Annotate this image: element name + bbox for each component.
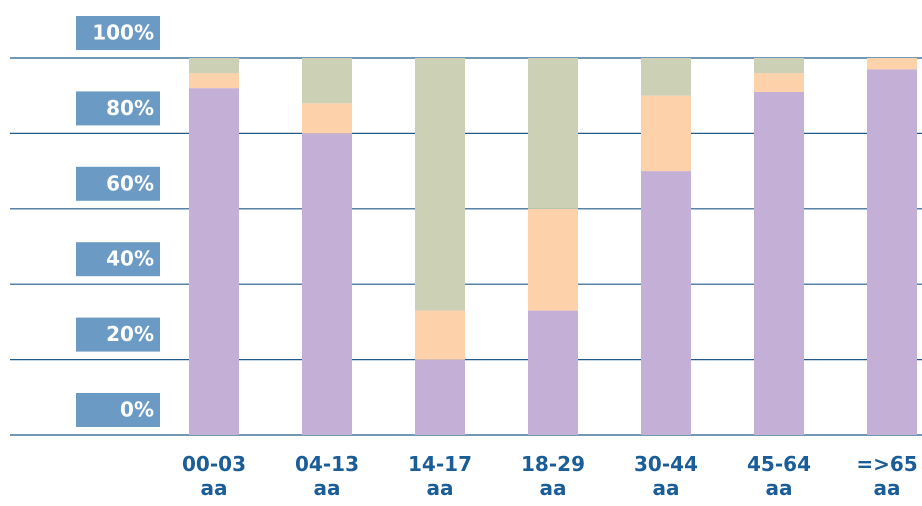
bar-segment <box>528 58 578 209</box>
bar-segment <box>641 95 691 172</box>
bar-segment <box>189 58 239 74</box>
x-tick-label: 45-64 aa <box>747 452 811 500</box>
x-tick-label: 04-13 aa <box>295 452 359 500</box>
bar-segment <box>754 73 804 92</box>
bar-segment <box>528 310 578 435</box>
y-tick-box <box>76 393 160 427</box>
bar-segment <box>754 58 804 74</box>
y-tick-label: 0% <box>120 398 154 422</box>
bar-segment <box>302 133 352 435</box>
bar-segment <box>302 58 352 104</box>
bar-segment <box>415 359 465 435</box>
bar-segment <box>867 58 917 70</box>
x-tick-label: 30-44 aa <box>634 452 698 500</box>
y-tick-label: 60% <box>106 171 154 195</box>
y-tick-box <box>76 91 160 126</box>
y-tick-label: 100% <box>92 21 154 45</box>
bar-segment <box>189 88 239 435</box>
y-tick-label: 40% <box>106 247 154 271</box>
y-tick-box <box>76 16 160 50</box>
x-tick-label: 18-29 aa <box>521 452 585 500</box>
y-tick-label: 20% <box>106 322 154 346</box>
x-tick-label: 00-03 aa <box>182 452 246 500</box>
bar-segment <box>528 208 578 311</box>
bar-segment <box>302 103 352 134</box>
y-tick-box <box>76 166 160 201</box>
y-tick-box <box>76 317 160 352</box>
bar-segment <box>415 58 465 311</box>
bar-segment <box>415 310 465 360</box>
bar-segment <box>641 171 691 435</box>
y-tick-box <box>76 242 160 277</box>
bar-segment <box>867 69 917 435</box>
bar-segment <box>189 73 239 89</box>
bar-segment <box>641 58 691 96</box>
x-tick-label: =>65 aa <box>856 452 918 500</box>
y-tick-label: 80% <box>106 96 154 120</box>
bar-segment <box>754 91 804 436</box>
x-tick-label: 14-17 aa <box>408 452 472 500</box>
